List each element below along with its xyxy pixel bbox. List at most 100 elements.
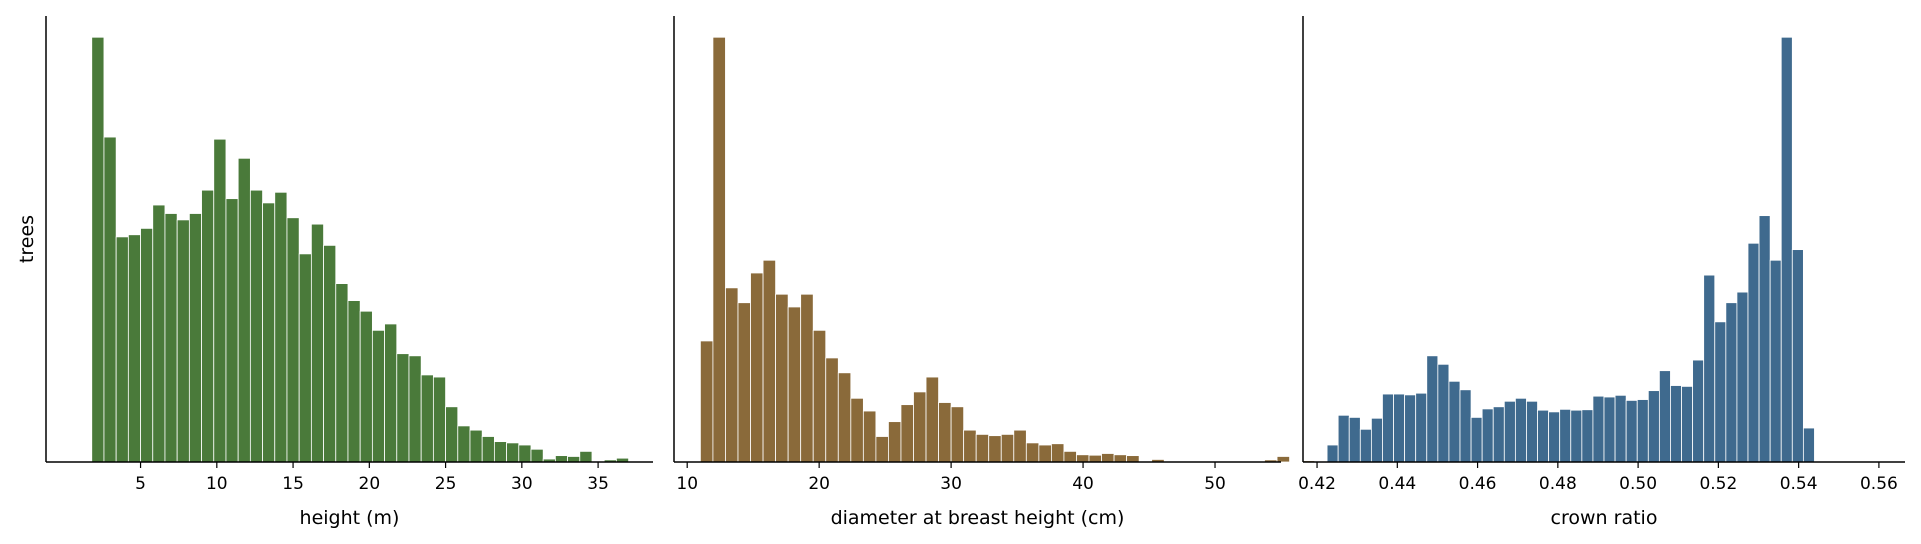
histogram-bar (737, 302, 751, 463)
x-tick-label: 20 (359, 474, 381, 494)
y-axis-label: trees (16, 215, 38, 263)
histogram-bar (1736, 291, 1749, 463)
histogram-bar (1337, 414, 1350, 463)
x-tick-label: 0.56 (1860, 474, 1898, 494)
histogram-bar (115, 236, 129, 463)
histogram-bar (335, 283, 349, 463)
histogram-bar (750, 272, 764, 463)
histogram-bar (1126, 455, 1140, 463)
x-axis-label: diameter at breast height (cm) (831, 507, 1125, 529)
histogram-bar (152, 204, 166, 463)
histogram-bar (900, 404, 914, 463)
histogram-bar (825, 357, 839, 463)
histogram-bar (1470, 416, 1483, 463)
histogram-bar (530, 448, 544, 463)
histogram-bar (1459, 389, 1472, 463)
histogram-bar (875, 436, 889, 463)
histogram-bar (1747, 242, 1760, 463)
histogram-bar (262, 202, 276, 463)
histogram-bar (1404, 394, 1417, 463)
histogram-bar (274, 191, 288, 463)
histogram-bar (567, 456, 581, 463)
histogram-bar (963, 429, 977, 463)
x-axis-label: crown ratio (1551, 507, 1658, 529)
histogram-bar (103, 136, 117, 463)
histogram-bar (1548, 411, 1561, 463)
histogram-bar (1581, 409, 1594, 463)
histogram-bar (1063, 450, 1077, 463)
histogram-bar (396, 353, 410, 463)
x-tick-label: 35 (587, 474, 609, 494)
histogram-bar (1113, 454, 1128, 463)
histogram-bar (481, 436, 495, 463)
x-tick-label: 0.48 (1539, 474, 1577, 494)
histogram-bar (1050, 443, 1065, 463)
histogram-bar (1013, 429, 1027, 463)
histogram-bar (712, 36, 726, 463)
histogram-bar (384, 323, 398, 463)
histogram-bar (1326, 444, 1339, 463)
histogram-bar (787, 306, 802, 463)
bars-crown-ratio (1326, 36, 1815, 463)
panel-height: 5 10 15 20 25 30 35 height (m) trees (16, 16, 653, 529)
x-tick-label: 0.44 (1378, 474, 1416, 494)
histogram-bar (457, 425, 471, 463)
histogram-bar (420, 374, 434, 463)
x-tick-label: 20 (808, 474, 830, 494)
histogram-bar (1603, 396, 1616, 463)
ticks-crown-ratio: 0.42 0.44 0.46 0.48 0.50 0.52 0.54 0.56 (1298, 462, 1898, 494)
histogram-bar (286, 217, 300, 463)
histogram-bar (1670, 385, 1682, 463)
histogram-bar (1076, 454, 1090, 463)
histogram-bar (1101, 453, 1115, 463)
histogram-bar (127, 234, 141, 463)
histogram-bar (1415, 392, 1428, 463)
histogram-bar (1758, 215, 1771, 463)
x-tick-label: 25 (435, 474, 457, 494)
histogram-bar (862, 410, 877, 463)
x-tick-label: 0.50 (1619, 474, 1657, 494)
histogram-bar (800, 293, 814, 463)
panel-diameter: 10 20 30 40 50 diameter at breast height (cm… (673, 16, 1316, 529)
histogram-bar (1426, 355, 1439, 463)
histogram-bar (237, 157, 251, 463)
histogram-bar (913, 391, 927, 463)
histogram-bar (1791, 249, 1804, 463)
histogram-bar (812, 329, 827, 463)
histogram-bar (850, 397, 864, 463)
histogram-bar (1038, 444, 1052, 463)
histogram-bar (1000, 433, 1015, 463)
histogram-bar (975, 433, 990, 463)
histogram-bar (554, 455, 568, 463)
histogram-bar (506, 442, 520, 463)
histogram-bar (1769, 259, 1782, 463)
histogram-bar (1636, 399, 1649, 463)
histogram-bar (1614, 394, 1627, 463)
histogram-bar (1359, 428, 1372, 463)
histogram-bar (762, 259, 777, 463)
x-tick-label: 15 (282, 474, 304, 494)
histogram-bar (310, 223, 324, 463)
histogram-bar (950, 406, 965, 463)
histogram-bar (925, 376, 939, 463)
histogram-bar (1370, 417, 1383, 463)
histogram-bar (775, 293, 789, 463)
histogram-bar (1382, 393, 1394, 463)
histogram-bar (1703, 274, 1716, 463)
x-tick-label: 0.52 (1699, 474, 1737, 494)
histogram-bar (1348, 416, 1361, 463)
histogram-bar (225, 198, 239, 463)
histogram-bar (725, 287, 739, 463)
histogram-bar (1088, 454, 1102, 463)
histogram-bar (164, 213, 178, 463)
x-tick-label: 0.54 (1780, 474, 1818, 494)
histogram-bar (493, 441, 507, 463)
histogram-bar (1592, 395, 1605, 463)
histogram-bar (1625, 400, 1638, 463)
histogram-bar (359, 310, 373, 463)
x-tick-label: 50 (1204, 474, 1226, 494)
histogram-bar (347, 300, 361, 463)
ticks-height: 5 10 15 20 25 30 35 (135, 462, 609, 494)
histogram-bar (140, 227, 154, 463)
